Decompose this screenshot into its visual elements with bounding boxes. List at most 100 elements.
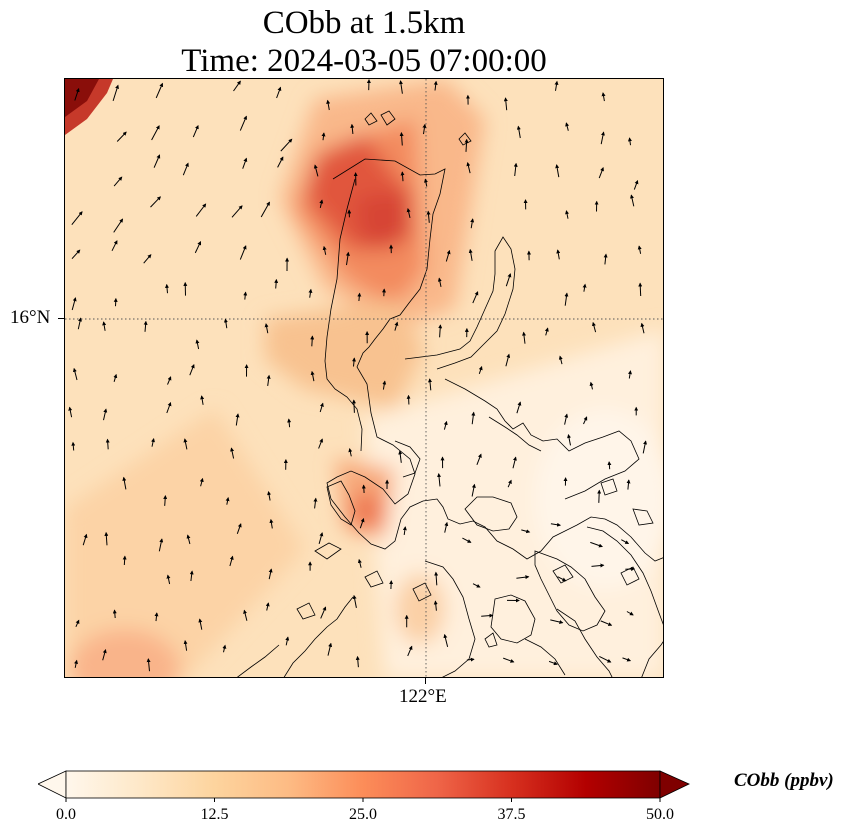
- wind-arrow: [466, 162, 471, 174]
- wind-arrow: [153, 154, 161, 168]
- wind-arrow: [503, 97, 508, 111]
- wind-arrow: [166, 401, 172, 414]
- wind-arrow: [68, 406, 73, 418]
- wind-arrow: [426, 210, 431, 223]
- wind-arrow: [544, 327, 549, 336]
- wind-arrow: [603, 253, 608, 265]
- wind-arrow: [481, 613, 494, 618]
- wind-arrow: [567, 434, 571, 446]
- wind-arrow: [357, 558, 362, 568]
- wind-arrow: [103, 408, 108, 421]
- wind-arrow: [183, 438, 188, 450]
- wind-arrow: [154, 612, 159, 622]
- wind-arrow: [637, 245, 642, 254]
- wind-arrow: [422, 123, 427, 135]
- wind-arrow: [428, 378, 433, 391]
- wind-arrow: [243, 291, 248, 300]
- wind-arrow: [113, 176, 123, 187]
- wind-arrow: [462, 537, 472, 543]
- wind-arrow: [158, 538, 164, 552]
- wind-arrow: [557, 576, 567, 582]
- wind-arrow: [276, 86, 282, 99]
- wind-arrow: [600, 131, 605, 145]
- wind-arrow: [437, 277, 442, 288]
- wind-arrow: [269, 518, 274, 529]
- wind-arrow: [472, 583, 481, 588]
- wind-arrow: [165, 283, 169, 294]
- wind-arrow: [287, 418, 292, 428]
- wind-arrow: [628, 370, 632, 379]
- wind-arrow: [183, 640, 188, 651]
- wind-arrow: [72, 367, 78, 381]
- wind-arrow: [564, 292, 569, 306]
- wind-arrow: [630, 194, 635, 207]
- wind-arrow: [277, 156, 284, 168]
- wind-arrow: [521, 529, 531, 534]
- wind-arrow: [71, 249, 81, 260]
- wind-arrow: [326, 99, 331, 111]
- wind-arrow: [264, 323, 269, 334]
- wind-arrow: [466, 657, 475, 662]
- wind-arrow: [556, 249, 561, 260]
- wind-arrow: [516, 125, 521, 139]
- wind-arrow: [597, 489, 602, 503]
- wind-arrow: [195, 339, 200, 350]
- wind-arrow: [236, 523, 242, 534]
- wind-arrow: [591, 321, 597, 333]
- wind-arrow: [102, 649, 107, 661]
- colorbar-tick-label: 0.0: [56, 806, 76, 823]
- wind-arrow: [633, 179, 639, 190]
- wind-arrow: [402, 526, 407, 535]
- wind-arrow: [398, 80, 403, 94]
- lat-tick-mark: [58, 318, 64, 319]
- wind-arrow: [516, 401, 522, 414]
- wind-arrow: [313, 497, 318, 509]
- wind-arrow: [285, 636, 290, 646]
- wind-arrow: [319, 199, 324, 209]
- wind-arrow: [478, 365, 483, 375]
- colorbar-tick-label: 25.0: [349, 806, 377, 823]
- wind-arrow: [550, 522, 561, 527]
- wind-arrow: [74, 87, 80, 101]
- wind-arrow: [348, 448, 353, 457]
- wind-arrow: [565, 122, 570, 131]
- wind-arrow: [265, 602, 270, 611]
- wind-arrow: [239, 245, 247, 260]
- wind-arrow: [590, 541, 603, 548]
- wind-arrow: [235, 413, 240, 426]
- map-canvas: [65, 79, 663, 677]
- wind-arrow: [434, 571, 439, 586]
- wind-arrow: [438, 324, 443, 338]
- concentration-field: [65, 79, 663, 677]
- wind-arrow: [359, 517, 365, 529]
- wind-arrow: [516, 575, 530, 580]
- lat-tick-label: 16°N: [10, 307, 51, 328]
- wind-arrow: [513, 162, 518, 177]
- colorbar-label: CObb (ppbv): [734, 770, 834, 791]
- wind-arrow: [607, 461, 612, 470]
- wind-arrow: [555, 164, 560, 178]
- wind-arrow: [318, 438, 323, 449]
- map-panel[interactable]: [64, 78, 664, 678]
- wind-arrow: [445, 249, 451, 262]
- wind-arrow: [310, 335, 315, 347]
- wind-arrow: [225, 497, 230, 505]
- wind-arrow: [229, 555, 234, 567]
- wind-arrow: [105, 438, 110, 450]
- wind-arrow: [345, 251, 350, 266]
- wind-arrow: [582, 283, 587, 292]
- wind-arrow: [242, 157, 248, 169]
- wind-arrow: [319, 402, 324, 413]
- wind-arrow: [437, 473, 442, 487]
- wind-arrow: [82, 533, 88, 546]
- wind-arrow: [626, 611, 634, 616]
- wind-arrow: [266, 374, 271, 386]
- wind-arrow: [507, 479, 512, 488]
- map-title: CObb at 1.5km: [262, 5, 466, 41]
- wind-arrow: [600, 620, 613, 626]
- wind-arrow: [122, 555, 127, 566]
- lon-tick-mark: [425, 678, 426, 684]
- wind-arrow: [167, 376, 172, 385]
- wind-vectors: [68, 79, 648, 672]
- wind-arrow: [189, 364, 195, 376]
